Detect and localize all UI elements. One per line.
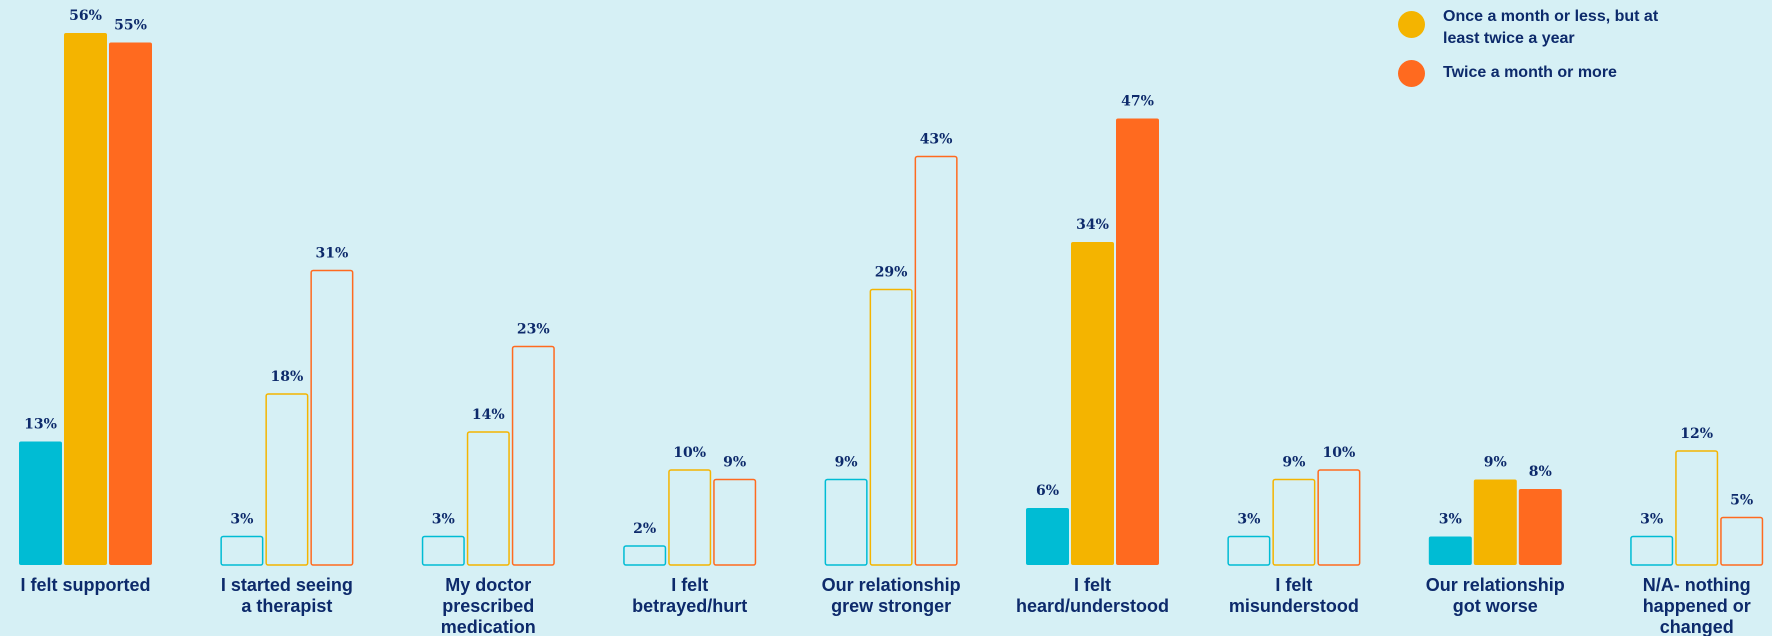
- bar-cat1-series2: [310, 269, 354, 566]
- bar-cat4-series0: [824, 478, 868, 566]
- bar-cat0-series0: [19, 441, 62, 565]
- bar-cat1-series1: [265, 393, 309, 566]
- value-label-cat6-series2: 10%: [1323, 445, 1356, 461]
- value-label-cat3-series1: 10%: [673, 445, 706, 461]
- bar-cat7-series2: [1518, 489, 1562, 565]
- value-label-cat2-series2: 23%: [517, 322, 550, 338]
- value-label-cat5-series1: 34%: [1076, 217, 1109, 233]
- legend-item-twice-monthly: Twice a month or more: [1398, 60, 1703, 87]
- category-label-4-line1: grew stronger: [831, 596, 951, 616]
- legend-swatch-monthly: [1398, 11, 1425, 38]
- legend-swatch-twice-monthly: [1398, 60, 1425, 87]
- legend-label-twice-monthly: Twice a month or more: [1443, 64, 1617, 81]
- bar-cat2-series0: [421, 535, 465, 566]
- bar-cat8-series2: [1720, 516, 1764, 566]
- category-label-2-line0: My doctor: [445, 575, 531, 595]
- category-label-1-line1: a therapist: [241, 596, 332, 616]
- value-label-cat7-series1: 9%: [1484, 455, 1507, 471]
- value-label-cat0-series2: 55%: [114, 18, 147, 34]
- bar-cat0-series1: [64, 33, 107, 565]
- value-label-cat1-series1: 18%: [271, 369, 304, 385]
- value-label-cat1-series2: 31%: [316, 246, 349, 262]
- category-label-7-line1: got worse: [1453, 596, 1538, 616]
- bar-cat4-series2: [914, 155, 958, 566]
- value-label-cat5-series0: 6%: [1036, 483, 1059, 499]
- bar-cat5-series1: [1071, 242, 1114, 565]
- value-label-cat4-series1: 29%: [875, 265, 908, 281]
- category-label-5-line0: I felt: [1074, 575, 1111, 595]
- category-label-8-line1: happened or: [1643, 596, 1751, 616]
- value-label-cat7-series0: 3%: [1439, 512, 1462, 528]
- value-label-cat3-series2: 9%: [723, 455, 746, 471]
- value-label-cat4-series2: 43%: [920, 132, 953, 148]
- bar-cat5-series2: [1116, 118, 1159, 565]
- bar-cat8-series1: [1675, 450, 1719, 566]
- bar-cat3-series2: [713, 478, 757, 566]
- value-label-cat6-series1: 9%: [1282, 455, 1305, 471]
- value-label-cat8-series2: 5%: [1730, 493, 1753, 509]
- value-label-cat8-series1: 12%: [1680, 426, 1713, 442]
- bar-cat6-series0: [1227, 535, 1271, 566]
- category-label-4-line0: Our relationship: [822, 575, 961, 595]
- category-label-6-line1: misunderstood: [1229, 596, 1359, 616]
- category-label-8-line2: changed: [1660, 617, 1734, 636]
- category-label-3-line0: I felt: [671, 575, 708, 595]
- category-label-5-line1: heard/understood: [1016, 596, 1169, 616]
- category-label-8-line0: N/A- nothing: [1643, 575, 1751, 595]
- legend-label-monthly-line2: least twice a year: [1443, 30, 1575, 47]
- category-label-2-line2: medication: [441, 617, 536, 636]
- category-label-3-line1: betrayed/hurt: [632, 596, 747, 616]
- legend-label-monthly-line1: Once a month or less, but at: [1443, 8, 1659, 25]
- value-label-cat6-series0: 3%: [1237, 512, 1260, 528]
- value-label-cat4-series0: 9%: [835, 455, 858, 471]
- bar-cat5-series0: [1026, 508, 1069, 565]
- category-label-7-line0: Our relationship: [1426, 575, 1565, 595]
- value-label-cat3-series0: 2%: [633, 521, 656, 537]
- category-label-0-line0: I felt supported: [21, 575, 151, 595]
- value-label-cat0-series1: 56%: [69, 8, 102, 24]
- value-label-cat2-series1: 14%: [472, 407, 505, 423]
- category-label-2-line1: prescribed: [442, 596, 534, 616]
- bar-cat1-series0: [220, 535, 264, 566]
- bar-cat0-series2: [109, 42, 152, 565]
- value-label-cat1-series0: 3%: [230, 512, 253, 528]
- bar-cat3-series0: [623, 545, 667, 566]
- bar-cat2-series1: [466, 431, 510, 566]
- value-label-cat8-series0: 3%: [1640, 512, 1663, 528]
- chart-legend: Once a month or less, but at least twice…: [1398, 6, 1703, 87]
- category-label-1-line0: I started seeing: [221, 575, 353, 595]
- bar-cat3-series1: [668, 469, 712, 566]
- bar-cat6-series1: [1272, 478, 1316, 566]
- value-label-cat7-series2: 8%: [1529, 464, 1552, 480]
- bar-cat2-series2: [511, 345, 555, 566]
- value-label-cat2-series0: 3%: [432, 512, 455, 528]
- bar-cat7-series1: [1473, 479, 1517, 565]
- legend-item-monthly: Once a month or less, but at least twice…: [1398, 6, 1703, 50]
- bar-cat4-series1: [869, 288, 913, 566]
- bar-cat6-series2: [1317, 469, 1361, 566]
- category-label-6-line0: I felt: [1275, 575, 1312, 595]
- bar-cat8-series0: [1630, 535, 1674, 566]
- value-label-cat5-series2: 47%: [1121, 94, 1154, 110]
- value-label-cat0-series0: 13%: [24, 417, 57, 433]
- bar-cat7-series0: [1428, 536, 1472, 565]
